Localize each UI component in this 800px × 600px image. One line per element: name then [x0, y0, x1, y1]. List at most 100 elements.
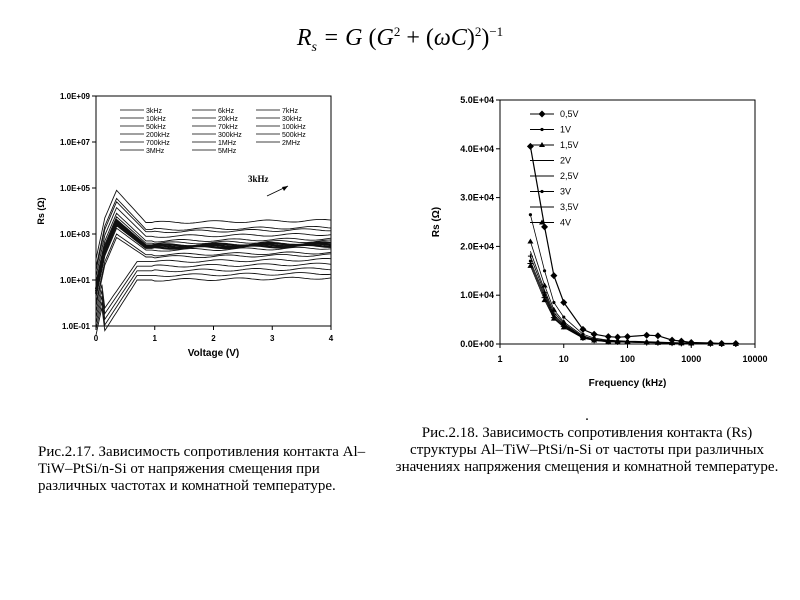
x-tick-label: 4: [329, 334, 334, 343]
series-line: [95, 262, 332, 318]
data-point: [643, 331, 651, 339]
series-line: [95, 276, 332, 336]
data-point: [579, 335, 586, 341]
series-line: [95, 227, 332, 298]
legend-label: 300kHz: [218, 132, 242, 139]
legend-label: 70kHz: [218, 124, 238, 131]
y-axis-label: Rs (Ω): [431, 207, 442, 237]
x-tick-label: 10: [559, 354, 569, 364]
y-tick-label: 1.0E-01: [62, 322, 91, 331]
data-point: [527, 238, 534, 244]
data-point: [541, 297, 548, 303]
data-point: [688, 340, 695, 346]
x-axis-label: Voltage (V): [188, 348, 239, 359]
data-point: [591, 337, 598, 343]
legend-label: 0,5V: [560, 109, 579, 119]
series-line: [95, 236, 332, 307]
y-tick-label: 5.0E+04: [460, 95, 494, 105]
legend-marker: [538, 110, 546, 118]
data-point: [542, 269, 547, 273]
series-line: [95, 189, 332, 260]
legend-label: 2MHz: [282, 140, 301, 147]
x-tick-label: 1000: [681, 354, 701, 364]
formula: Rs = G (G2 + (ωC)2)−1: [296, 24, 504, 55]
series-line: [95, 206, 332, 277]
series-line: [95, 201, 331, 271]
series-line: [530, 241, 736, 345]
y-axis-label: Rs (Ω): [36, 197, 46, 224]
legend-label: 3kHz: [146, 108, 162, 115]
voltage-chart: 1.0E-01 1.0E+01 1.0E+03 1.0E+05 1.0E+07 1.0E+…: [36, 92, 334, 359]
plot-frame: [499, 99, 756, 345]
data-point: [527, 253, 533, 259]
y-tick-label: 0.0E+00: [460, 339, 494, 349]
legend-label: 50kHz: [146, 124, 166, 131]
series-line: [94, 223, 332, 295]
data-point: [624, 339, 631, 345]
data-point: [614, 338, 621, 344]
annotation-arrowhead: [282, 186, 288, 191]
series-line: [95, 212, 332, 283]
series-line: [95, 267, 332, 324]
caption-right: . Рис.2.18. Зависимость сопротивления ко…: [392, 408, 782, 476]
data-point: [605, 338, 612, 344]
legend-label: 1MHz: [218, 140, 237, 147]
data-point: [654, 339, 661, 345]
data-point: [604, 333, 612, 341]
legend-marker: [539, 219, 545, 225]
x-tick-label: 2: [211, 334, 216, 343]
series-line: [95, 257, 332, 313]
series-line: [530, 265, 736, 345]
data-point: [552, 300, 556, 305]
data-point: [528, 213, 533, 217]
legend-label: 4V: [560, 218, 571, 228]
legend-label: 3,5V: [560, 202, 579, 212]
legend-label: 1,5V: [560, 140, 579, 150]
data-point: [550, 272, 558, 280]
data-point: [707, 340, 714, 346]
legend-label: 5MHz: [218, 148, 237, 155]
x-tick-label: 3: [270, 334, 275, 343]
series-line: [530, 256, 736, 345]
y-tick-label: 4.0E+04: [460, 144, 494, 154]
y-tick-label: 2.0E+04: [460, 241, 494, 251]
x-tick-label: 1: [497, 354, 502, 364]
legend-label: 700kHz: [146, 140, 170, 147]
series-line: [94, 218, 332, 290]
legend-label: 100kHz: [282, 124, 306, 131]
data-point: [541, 223, 549, 231]
legend-marker: [540, 189, 544, 194]
series-line: [530, 263, 736, 345]
legend-label: 1V: [560, 125, 571, 135]
y-tick-label: 3.0E+04: [460, 193, 494, 203]
series-line: [95, 216, 332, 286]
data-point: [579, 325, 587, 333]
caption-right-text: Рис.2.18. Зависимость сопротивления конт…: [395, 425, 779, 475]
y-tick-label: 1.0E+07: [60, 138, 91, 147]
data-point: [550, 315, 557, 321]
caption-right-dot: .: [585, 408, 589, 424]
legend-marker: [540, 127, 544, 132]
x-axis-label: Frequency (kHz): [589, 378, 667, 389]
data-point: [718, 340, 725, 346]
legend-label: 6kHz: [218, 108, 234, 115]
series-line: [530, 251, 736, 345]
legend-label: 200kHz: [146, 132, 170, 139]
data-point: [560, 324, 567, 330]
y-tick-label: 1.0E+01: [60, 276, 91, 285]
legend-label: 30kHz: [282, 116, 302, 123]
data-point: [654, 332, 662, 340]
x-tick-label: 10000: [742, 354, 767, 364]
data-point: [527, 262, 534, 268]
data-point: [614, 333, 622, 341]
data-point: [643, 339, 650, 345]
legend-label: 7kHz: [282, 108, 298, 115]
legend-label: 10kHz: [146, 116, 166, 123]
legend-label: 2V: [560, 156, 571, 166]
y-tick-label: 1.0E+09: [60, 92, 91, 101]
legend-marker: [539, 142, 545, 147]
data-point: [562, 315, 566, 319]
y-tick-label: 1.0E+04: [460, 290, 494, 300]
series-line: [95, 233, 332, 304]
legend-label: 3V: [560, 187, 571, 197]
